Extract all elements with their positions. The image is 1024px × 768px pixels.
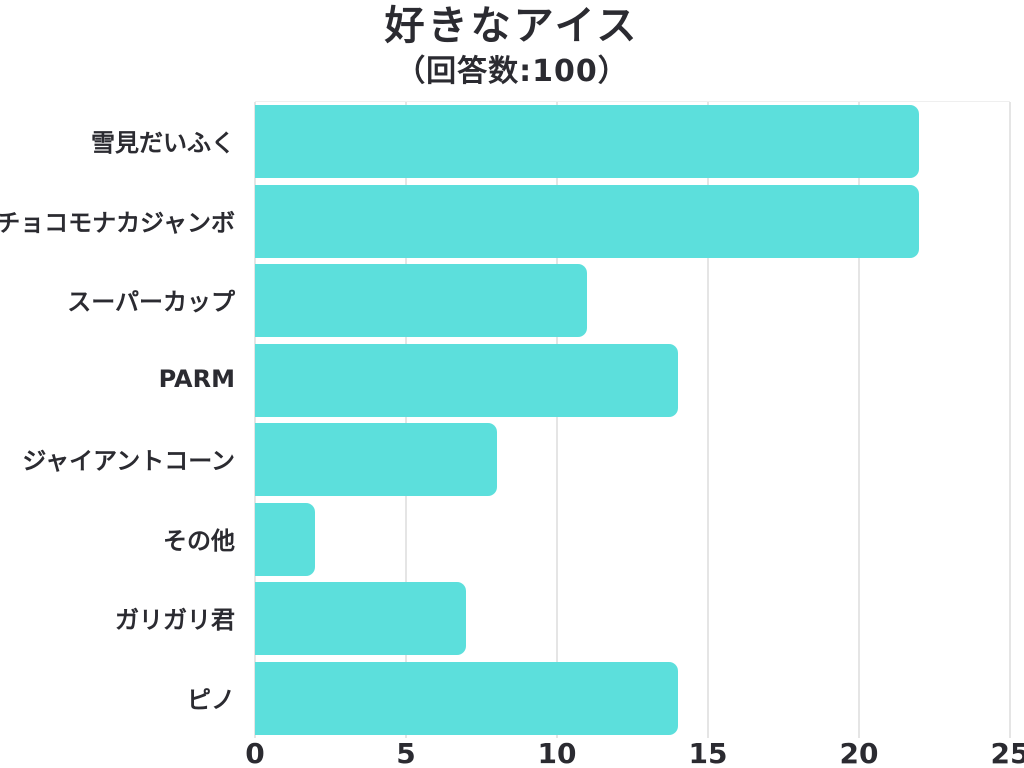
y-axis-label: スーパーカップ (67, 288, 235, 317)
plot-area (254, 101, 1011, 738)
x-axis-tick-label: 0 (245, 737, 265, 768)
bar (255, 661, 678, 735)
gridline (254, 102, 256, 738)
gridline (556, 102, 558, 738)
bar (255, 343, 678, 417)
bar (255, 423, 497, 497)
bar (255, 582, 467, 656)
bar (255, 105, 920, 179)
gridline (405, 102, 407, 738)
y-axis-labels: 雪見だいふくチョコモナカジャンボスーパーカップ PARM ジャイアントコーンその他ガ… (0, 101, 255, 737)
x-axis-tick-label: 20 (839, 737, 879, 768)
x-axis-labels: 0 5 10 15 20 25 (245, 737, 1024, 768)
y-axis-label: PARM (158, 365, 235, 394)
x-axis-tick-label: 10 (537, 737, 577, 768)
y-axis-label: ジャイアントコーン (22, 447, 235, 476)
y-axis-label: その他 (163, 526, 235, 555)
x-axis-tick-label: 5 (396, 737, 416, 768)
bar (255, 502, 316, 576)
bar (255, 184, 920, 258)
chart-subtitle: （回答数:100） (395, 54, 629, 89)
bar (255, 264, 588, 338)
gridline (707, 102, 709, 738)
y-axis-label: ピノ (187, 685, 235, 714)
y-axis-label: 雪見だいふく (91, 129, 235, 158)
y-axis-label: チョコモナカジャンボ (0, 208, 235, 237)
gridline (1009, 102, 1011, 738)
gridline (858, 102, 860, 738)
x-axis-tick-label: 25 (990, 737, 1024, 768)
chart-title: 好きなアイス (384, 3, 640, 49)
x-axis-tick-label: 15 (688, 737, 728, 768)
y-axis-label: ガリガリ君 (115, 606, 235, 635)
